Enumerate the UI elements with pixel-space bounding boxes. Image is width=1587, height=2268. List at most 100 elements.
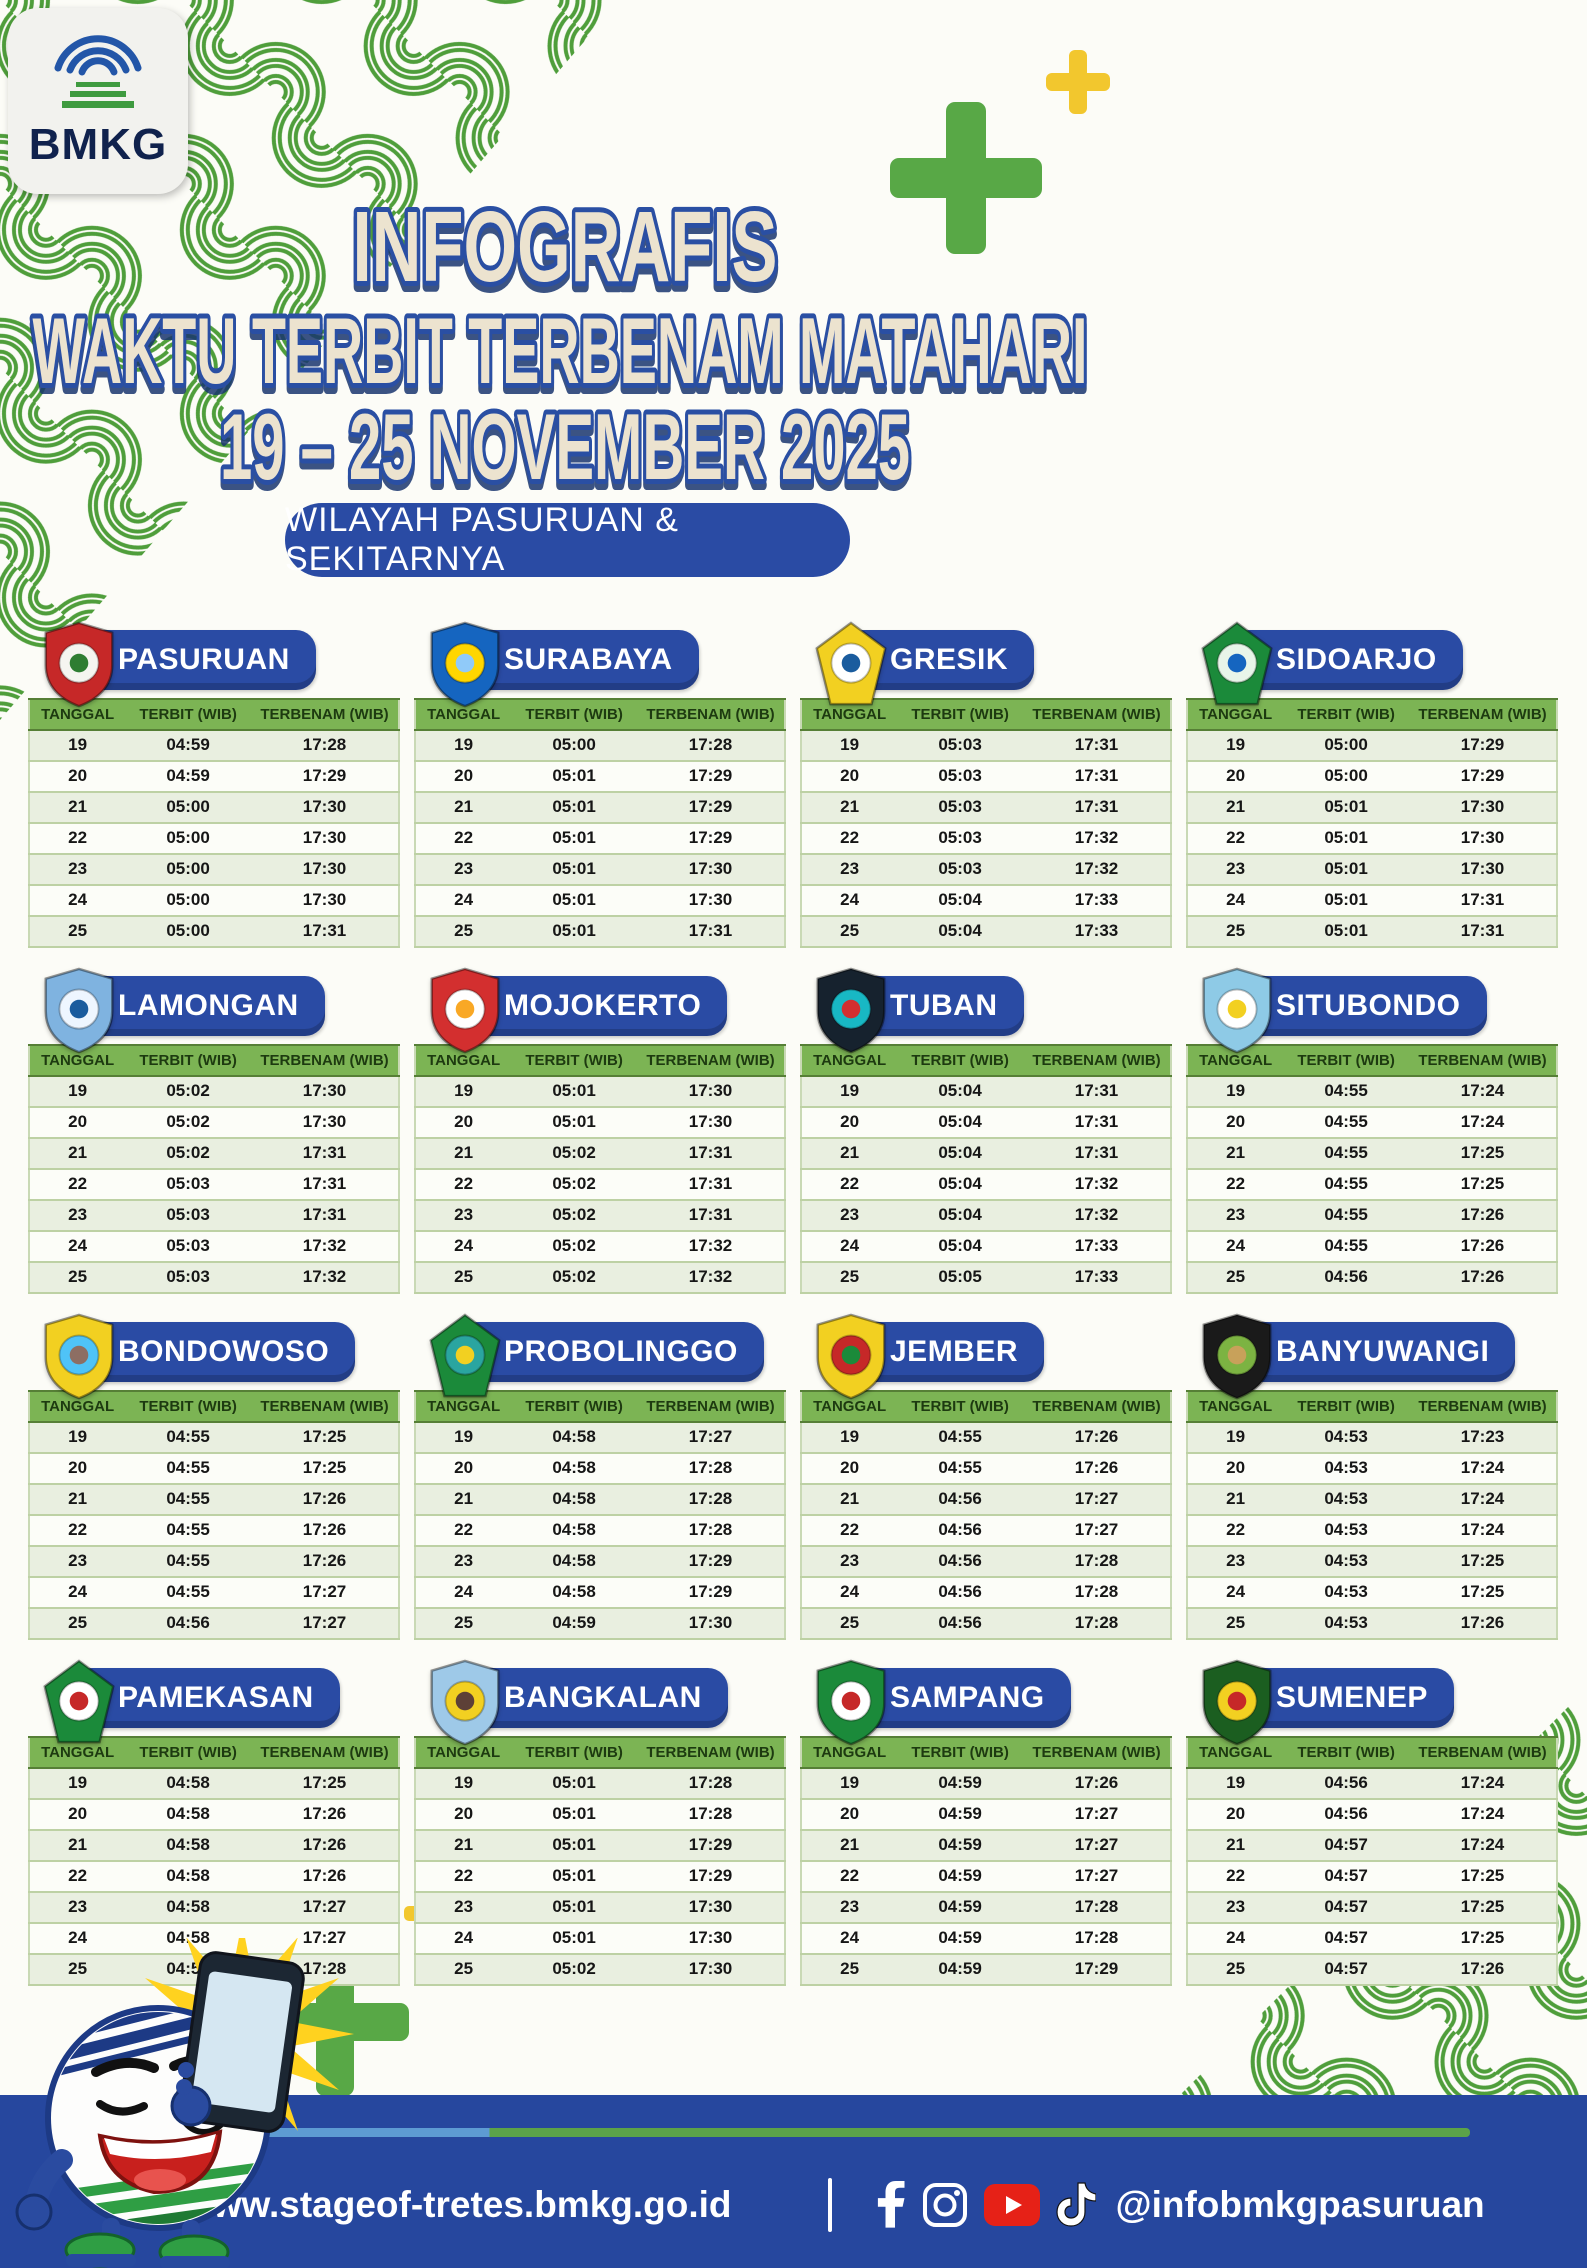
cell-sunset: 17:25 <box>1408 1923 1557 1955</box>
cell-sunset: 17:25 <box>1408 1861 1557 1893</box>
table-row: 24 04:55 17:27 <box>29 1577 399 1609</box>
footer-content: www.stageof-tretes.bmkg.go.id <box>120 2167 1527 2243</box>
cell-date: 25 <box>801 1608 898 1640</box>
table-header-row: TANGGAL TERBIT (WIB) TERBENAM (WIB) <box>1187 1736 1557 1769</box>
cell-sunset: 17:29 <box>1022 1954 1171 1986</box>
cell-sunrise: 04:56 <box>897 1577 1023 1609</box>
cell-sunset: 17:26 <box>250 1484 399 1516</box>
city-card-header: LAMONGAN <box>28 967 400 1054</box>
table-row: 21 05:01 17:29 <box>415 792 785 824</box>
table-header-row: TANGGAL TERBIT (WIB) TERBENAM (WIB) <box>801 1044 1171 1077</box>
cell-sunrise: 04:59 <box>897 1768 1023 1800</box>
cell-sunrise: 04:55 <box>125 1577 251 1609</box>
cell-date: 22 <box>29 1861 126 1893</box>
bangkalan-emblem-icon <box>426 1658 504 1748</box>
big-green-plus-icon <box>890 102 1042 254</box>
cell-date: 21 <box>1187 792 1284 824</box>
cell-date: 25 <box>29 1262 126 1294</box>
table-header-row: TANGGAL TERBIT (WIB) TERBENAM (WIB) <box>29 1736 399 1769</box>
city-name: PROBOLINGGO <box>504 1335 738 1368</box>
table-row: 24 05:03 17:32 <box>29 1231 399 1263</box>
city-card-gresik: GRESIK TANGGAL TERBIT (WIB) TERBENAM (WI… <box>800 621 1172 948</box>
facebook-icon[interactable] <box>876 2181 906 2229</box>
table-row: 19 04:55 17:25 <box>29 1422 399 1454</box>
cell-sunset: 17:30 <box>250 823 399 855</box>
cell-sunrise: 05:00 <box>1283 761 1409 793</box>
cell-sunset: 17:25 <box>1408 1892 1557 1924</box>
cell-date: 21 <box>415 1830 512 1862</box>
cell-sunset: 17:29 <box>636 1830 785 1862</box>
col-header-terbit: TERBIT (WIB) <box>511 1390 637 1423</box>
cell-sunrise: 05:03 <box>897 823 1023 855</box>
city-badge: BANYUWANGI <box>1230 1322 1516 1382</box>
gresik-emblem-icon <box>812 620 890 710</box>
youtube-icon[interactable] <box>983 2184 1040 2226</box>
cell-sunset: 17:24 <box>1408 1107 1557 1139</box>
city-name: BONDOWOSO <box>118 1335 330 1368</box>
cell-sunset: 17:31 <box>1022 1107 1171 1139</box>
cell-sunset: 17:26 <box>1408 1200 1557 1232</box>
col-header-terbenam: TERBENAM (WIB) <box>1022 698 1171 731</box>
city-name: SUMENEP <box>1276 1681 1428 1714</box>
cell-sunset: 17:27 <box>1022 1830 1171 1862</box>
city-card-header: PROBOLINGGO <box>414 1313 786 1398</box>
cell-sunset: 17:26 <box>250 1799 399 1831</box>
cell-date: 25 <box>801 916 898 948</box>
cell-date: 19 <box>1187 730 1284 762</box>
city-card-surabaya: SURABAYA TANGGAL TERBIT (WIB) TERBENAM (… <box>414 621 786 948</box>
instagram-icon[interactable] <box>922 2182 968 2228</box>
region-badge-label: WILAYAH PASURUAN & SEKITARNYA <box>285 501 679 578</box>
cell-sunrise: 04:55 <box>125 1453 251 1485</box>
city-card-pasuruan: PASURUAN TANGGAL TERBIT (WIB) TERBENAM (… <box>28 621 400 948</box>
cell-sunrise: 05:04 <box>897 1076 1023 1108</box>
cell-sunset: 17:27 <box>1022 1484 1171 1516</box>
cell-date: 24 <box>801 1577 898 1609</box>
cell-sunset: 17:26 <box>1408 1231 1557 1263</box>
cell-date: 24 <box>415 885 512 917</box>
cell-sunset: 17:25 <box>1408 1138 1557 1170</box>
table-row: 25 04:56 17:28 <box>801 1608 1171 1640</box>
table-row: 19 04:58 17:25 <box>29 1768 399 1800</box>
cell-date: 23 <box>1187 854 1284 886</box>
city-card-bangkalan: BANGKALAN TANGGAL TERBIT (WIB) TERBENAM … <box>414 1659 786 1986</box>
table-row: 24 05:01 17:30 <box>415 1923 785 1955</box>
cell-sunset: 17:26 <box>1022 1768 1171 1800</box>
cell-sunrise: 05:00 <box>511 730 637 762</box>
sun-times-table-sumenep: TANGGAL TERBIT (WIB) TERBENAM (WIB) 19 0… <box>1186 1736 1558 1986</box>
cell-sunrise: 04:58 <box>511 1546 637 1578</box>
cell-sunrise: 04:58 <box>511 1484 637 1516</box>
website-link[interactable]: www.stageof-tretes.bmkg.go.id <box>184 2184 732 2225</box>
cell-sunset: 17:25 <box>250 1768 399 1800</box>
cell-sunrise: 05:02 <box>125 1138 251 1170</box>
cell-date: 22 <box>415 1169 512 1201</box>
cell-sunset: 17:33 <box>1022 885 1171 917</box>
sun-times-table-banyuwangi: TANGGAL TERBIT (WIB) TERBENAM (WIB) 19 0… <box>1186 1390 1558 1640</box>
cell-sunset: 17:24 <box>1408 1484 1557 1516</box>
cell-sunset: 17:32 <box>250 1262 399 1294</box>
cell-date: 25 <box>415 1262 512 1294</box>
cell-sunset: 17:30 <box>636 885 785 917</box>
mascot-hand <box>170 2062 212 2127</box>
cell-sunset: 17:30 <box>250 854 399 886</box>
lamongan-emblem-icon <box>40 966 118 1056</box>
table-row: 24 05:04 17:33 <box>801 1231 1171 1263</box>
social-handle[interactable]: @infobmkgpasuruan <box>1115 2184 1485 2225</box>
table-row: 21 05:00 17:30 <box>29 792 399 824</box>
cell-sunset: 17:25 <box>1408 1169 1557 1201</box>
table-header-row: TANGGAL TERBIT (WIB) TERBENAM (WIB) <box>801 698 1171 731</box>
cell-sunrise: 05:00 <box>1283 730 1409 762</box>
city-card-header: BANYUWANGI <box>1186 1313 1558 1400</box>
city-card-header: BANGKALAN <box>414 1659 786 1746</box>
cell-sunset: 17:27 <box>250 1608 399 1640</box>
cell-sunrise: 04:53 <box>1283 1422 1409 1454</box>
cell-sunset: 17:28 <box>1022 1608 1171 1640</box>
bmkg-mascot <box>15 1938 354 2268</box>
bmkg-logo-text: BMKG <box>28 120 168 169</box>
cell-sunset: 17:25 <box>1408 1546 1557 1578</box>
cell-sunrise: 04:59 <box>125 761 251 793</box>
cell-date: 22 <box>1187 1861 1284 1893</box>
cell-date: 24 <box>801 1231 898 1263</box>
tiktok-icon[interactable] <box>1055 2181 1096 2229</box>
cell-sunset: 17:31 <box>636 1138 785 1170</box>
cell-sunrise: 05:00 <box>125 885 251 917</box>
